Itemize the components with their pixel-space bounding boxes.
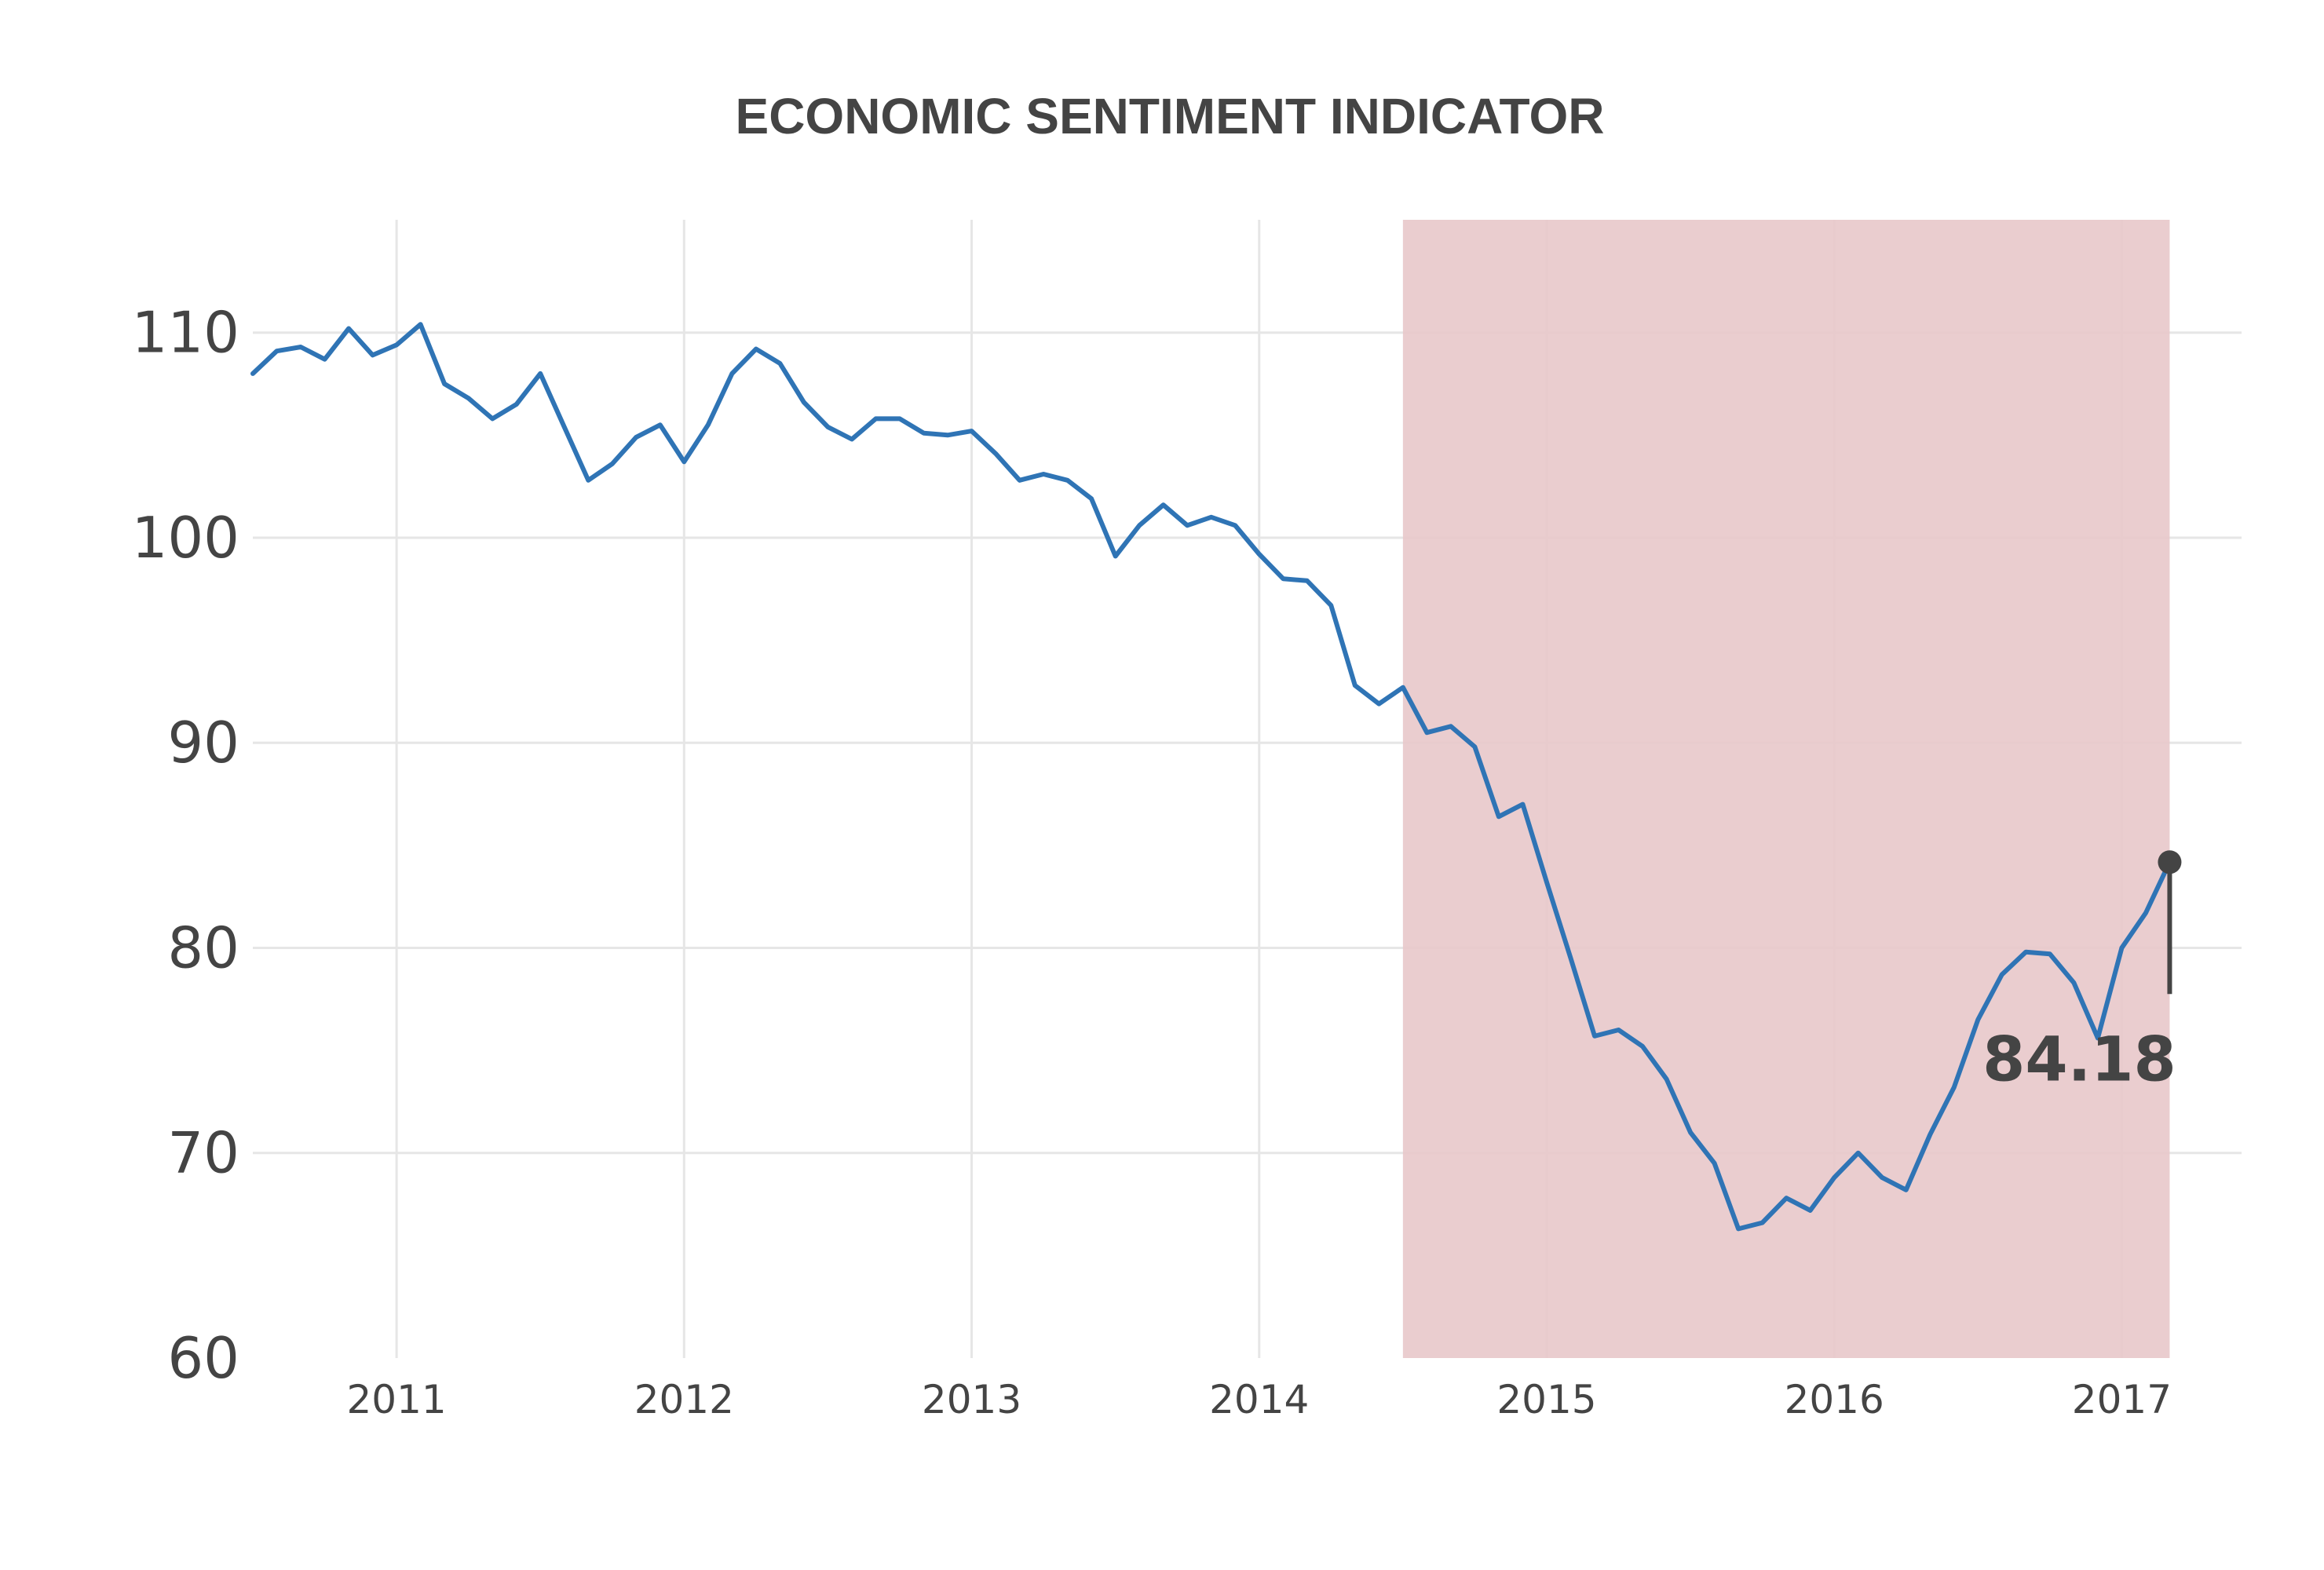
annotation-point xyxy=(2158,850,2182,874)
y-tick-label: 60 xyxy=(167,1325,239,1391)
x-tick-label: 2016 xyxy=(1785,1377,1884,1422)
x-tick-label: 2015 xyxy=(1496,1377,1596,1422)
shaded-region xyxy=(1402,220,2170,1358)
y-tick-label: 80 xyxy=(167,915,239,980)
x-tick-label: 2012 xyxy=(634,1377,734,1422)
y-tick-label: 100 xyxy=(132,505,239,571)
y-tick-label: 90 xyxy=(167,710,239,776)
chart-title: ECONOMIC SENTIMENT INDICATOR xyxy=(736,88,1605,144)
x-tick-label: 2011 xyxy=(346,1377,446,1422)
x-tick-label: 2013 xyxy=(922,1377,1021,1422)
y-tick-label: 110 xyxy=(132,300,239,366)
plot-area: 60 70 80 90 100 110 2011 2012 2013 2014 2015 2016 20… xyxy=(132,220,2242,1422)
annotation-label: 84.18 xyxy=(1982,1024,2176,1095)
x-tick-label: 2017 xyxy=(2072,1377,2172,1422)
x-tick-label: 2014 xyxy=(1209,1377,1309,1422)
series-line xyxy=(250,322,2172,1232)
y-tick-label: 70 xyxy=(167,1120,239,1186)
